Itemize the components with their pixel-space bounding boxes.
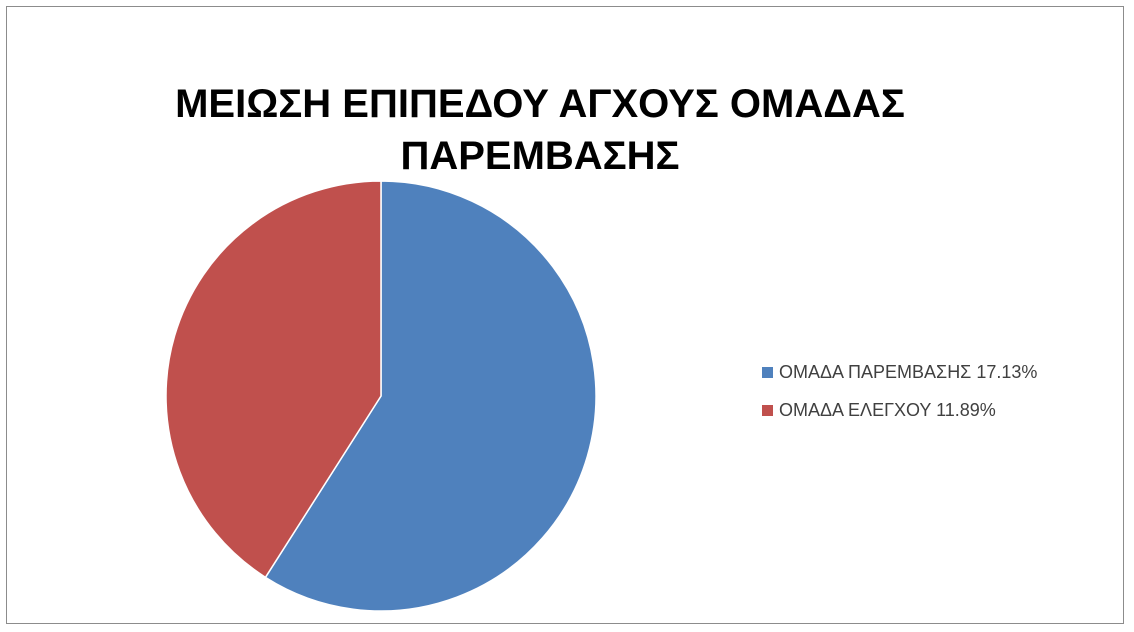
legend-swatch-intervention [762,366,773,378]
pie-slices [165,180,597,612]
chart-title: ΜΕΙΩΣΗ ΕΠΙΠΕΔΟΥ ΑΓΧΟΥΣ ΟΜΑΔΑΣ ΠΑΡΕΜΒΑΣΗΣ [175,82,905,178]
pie-slice-control [165,180,382,579]
legend: ΟΜΑΔΑ ΠΑΡΕΜΒΑΣΗΣ 17.13% ΟΜΑΔΑ ΕΛΕΓΧΟΥ 11… [762,360,1037,436]
legend-item: ΟΜΑΔΑ ΠΑΡΕΜΒΑΣΗΣ 17.13% [762,360,1037,384]
legend-swatch-control [762,404,773,416]
legend-label-intervention: ΟΜΑΔΑ ΠΑΡΕΜΒΑΣΗΣ 17.13% [779,361,1038,382]
pie-slice-intervention [264,180,597,612]
legend-label-control: ΟΜΑΔΑ ΕΛΕΓΧΟΥ 11.89% [779,399,996,420]
legend-item: ΟΜΑΔΑ ΕΛΕΓΧΟΥ 11.89% [762,398,1037,422]
